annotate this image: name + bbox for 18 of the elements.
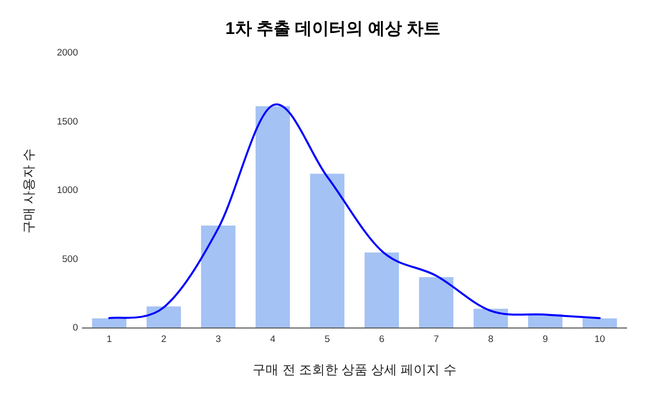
x-tick-label: 5	[324, 334, 330, 345]
y-tick-label: 0	[72, 322, 78, 334]
y-tick-label: 1000	[56, 185, 78, 196]
x-tick-label: 4	[270, 334, 276, 345]
x-tick-label: 6	[379, 334, 384, 345]
y-tick-label: 2000	[56, 48, 78, 58]
x-tick-label: 9	[542, 334, 548, 345]
x-tick-label: 7	[434, 334, 439, 345]
x-tick-label: 2	[161, 334, 166, 345]
y-tick-label: 1500	[56, 116, 78, 128]
chart-title: 1차 추출 데이터의 예상 차트	[225, 19, 441, 38]
x-axis-title: 구매 전 조회한 상품 상세 페이지 수	[252, 362, 456, 377]
x-tick-label: 3	[216, 334, 221, 345]
x-tick-label: 1	[106, 334, 112, 345]
x-tick-label: 8	[488, 334, 494, 345]
x-tick-label: 10	[594, 334, 606, 345]
y-axis-title: 구매 사용자 수	[21, 148, 36, 234]
y-tick-label: 500	[62, 254, 78, 265]
